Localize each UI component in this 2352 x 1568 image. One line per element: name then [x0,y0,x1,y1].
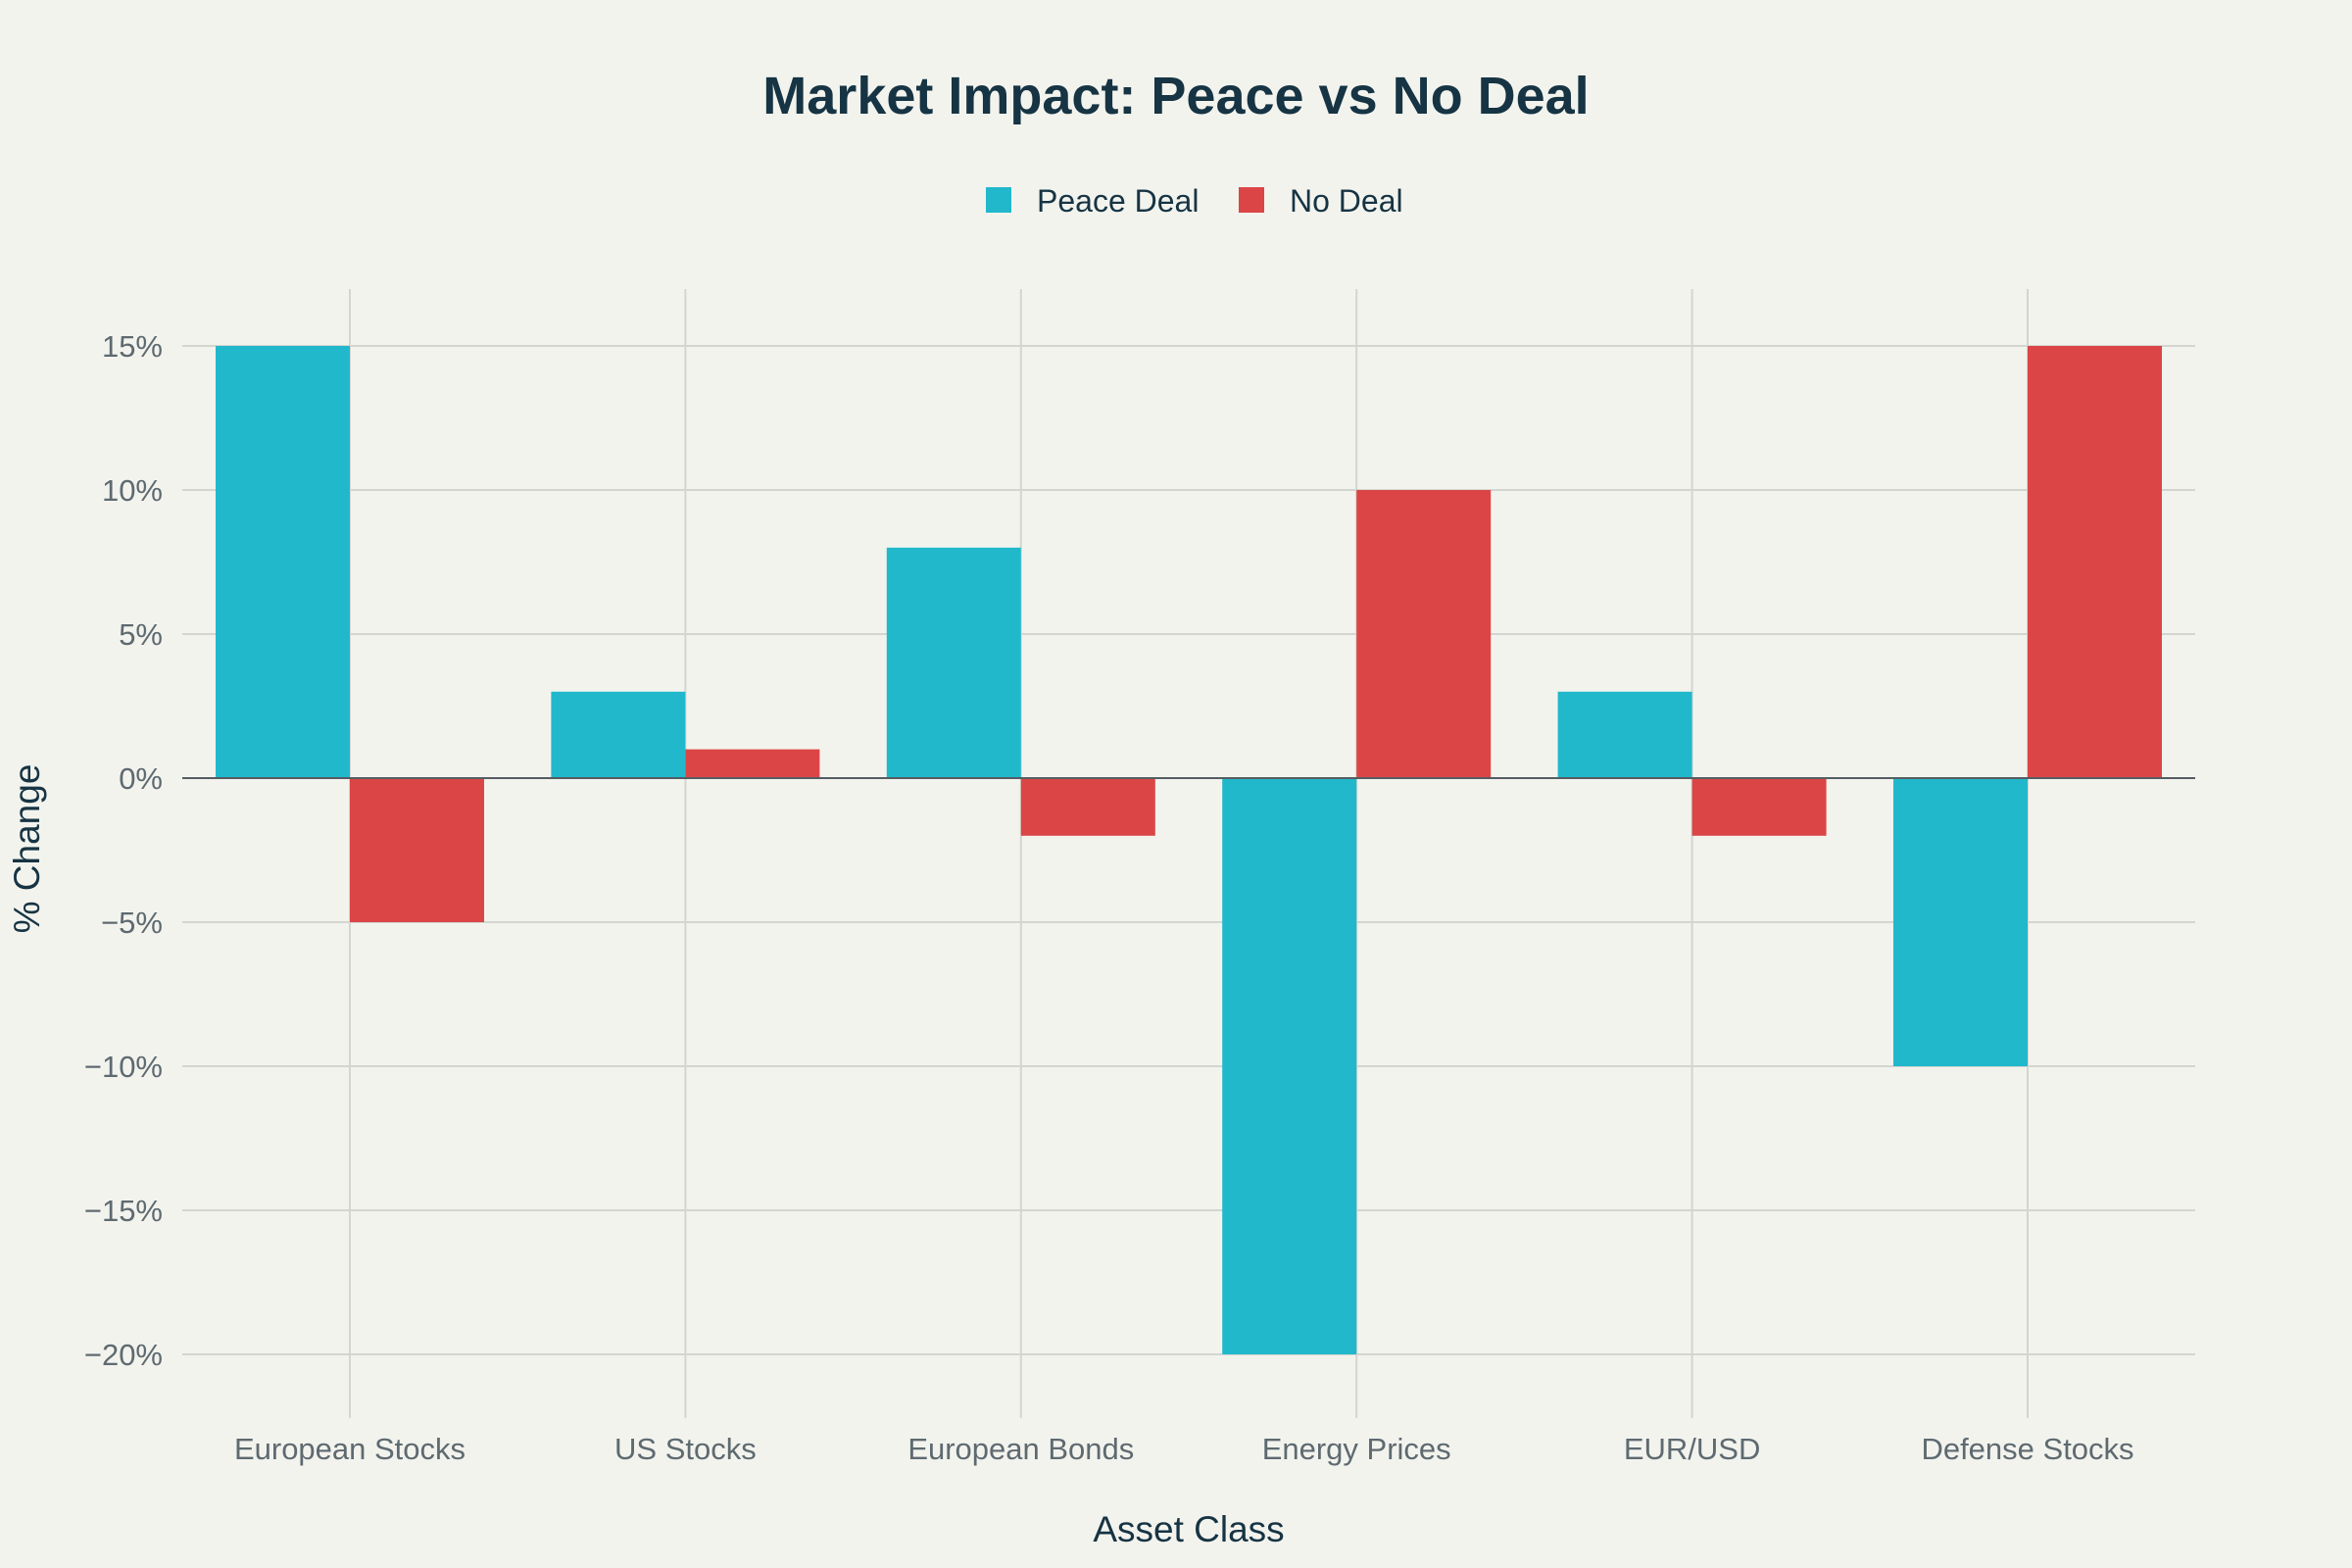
y-tick-label: 15% [102,329,163,364]
bar-no-deal-european-bonds [1020,778,1155,836]
bar-no-deal-defense-stocks [2028,346,2162,778]
bar-peace-deal-european-bonds [886,547,1021,778]
bar-no-deal-us-stocks [685,749,820,778]
bar-peace-deal-us-stocks [551,691,686,778]
bar-peace-deal-energy-prices [1222,778,1357,1354]
bar-no-deal-energy-prices [1356,490,1492,778]
grid-lines [182,289,2195,1418]
bar-no-deal-eur-usd [1691,778,1827,836]
y-axis-title: % Change [7,764,47,934]
x-tick-label-us-stocks: US Stocks [614,1432,757,1466]
bar-peace-deal-eur-usd [1557,691,1692,778]
y-tick-label: −20% [84,1338,163,1372]
y-tick-label: 0% [119,761,163,796]
legend-label-no-deal: No Deal [1290,183,1403,219]
x-tick-label-european-stocks: European Stocks [234,1432,466,1466]
legend-swatch-no-deal [1239,187,1264,213]
y-axis-ticks: 15% 10% 5% 0% −5% −10% −15% −20% [84,329,163,1372]
x-axis-title: Asset Class [1093,1509,1284,1549]
y-tick-label: −5% [101,906,163,940]
legend-label-peace-deal: Peace Deal [1037,183,1199,219]
bars [216,346,2162,1354]
bar-peace-deal-european-stocks [216,346,350,778]
legend-swatch-peace-deal [986,187,1011,213]
y-tick-label: −10% [84,1050,163,1084]
y-tick-label: 5% [119,617,163,652]
y-tick-label: 10% [102,473,163,508]
chart-title: Market Impact: Peace vs No Deal [762,67,1589,125]
x-axis-ticks: European Stocks US Stocks European Bonds En… [234,1432,2134,1466]
x-tick-label-eur-usd: EUR/USD [1624,1432,1761,1466]
bar-peace-deal-defense-stocks [1893,778,2028,1066]
bar-no-deal-european-stocks [350,778,484,922]
x-tick-label-defense-stocks: Defense Stocks [1921,1432,2133,1466]
legend: Peace Deal No Deal [986,183,1403,219]
x-tick-label-energy-prices: Energy Prices [1262,1432,1451,1466]
y-tick-label: −15% [84,1194,163,1228]
x-tick-label-european-bonds: European Bonds [907,1432,1134,1466]
